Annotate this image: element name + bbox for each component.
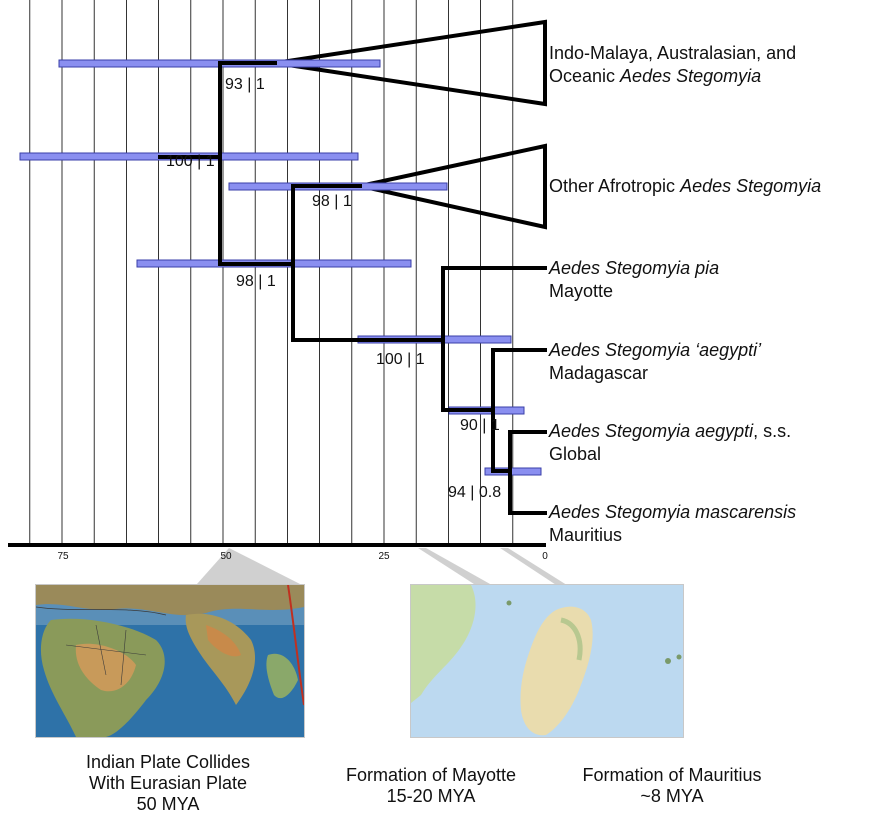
caption-mauritius: Formation of Mauritius ~8 MYA — [582, 765, 762, 806]
tip-label-mascarensis: Aedes Stegomyia mascarensis Mauritius — [549, 502, 797, 545]
map-indian-plate — [35, 584, 305, 738]
support-node-6: 90 | 1 — [460, 417, 500, 434]
tick-label-25: 25 — [378, 551, 390, 562]
support-node-5: 100 | 1 — [376, 351, 425, 368]
tick-label-0: 0 — [542, 551, 548, 562]
time-gridlines — [29, 0, 514, 545]
map-madagascar — [410, 584, 684, 738]
support-node-7: 94 | 0.8 — [448, 484, 502, 501]
tip-label-aegypti-madagascar: Aedes Stegomyia ‘aegypti’ Madagascar — [549, 340, 762, 383]
tip-label-aegypti-global: Aedes Stegomyia aegypti, s.s. Global — [549, 421, 792, 464]
clade-label-afrotropic: Other Afrotropic Aedes Stegomyia — [549, 176, 822, 196]
tick-label-50: 50 — [220, 551, 232, 562]
support-node-1: 93 | 1 — [225, 76, 265, 93]
clade-label-indo-malaya: Indo-Malaya, Australasian, and Oceanic A… — [549, 43, 797, 86]
tip-label-pia: Aedes Stegomyia pia Mayotte — [549, 258, 720, 301]
caption-mayotte: Formation of Mayotte 15-20 MYA — [345, 765, 517, 806]
support-node-4: 98 | 1 — [236, 273, 276, 290]
tree-branches — [158, 61, 547, 515]
caption-india: Indian Plate Collides With Eurasian Plat… — [85, 752, 251, 814]
connector-india — [197, 548, 300, 584]
support-node-3: 98 | 1 — [312, 193, 352, 210]
clade-triangle-afrotropic — [359, 143, 547, 230]
support-node-2: 100 | 1 — [166, 153, 215, 170]
ci-bar-node-7 — [484, 467, 542, 476]
clade-triangle-indo-malaya — [274, 19, 547, 107]
tick-label-75: 75 — [57, 551, 69, 562]
